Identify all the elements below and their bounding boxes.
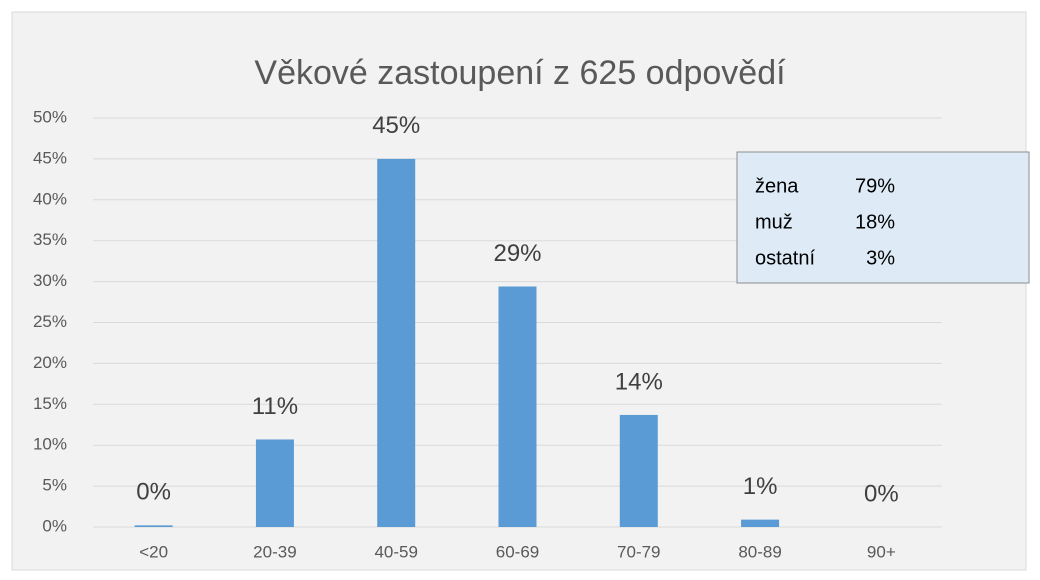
y-tick-label: 15% bbox=[33, 394, 67, 413]
value-label: 0% bbox=[136, 479, 171, 506]
bar bbox=[134, 525, 173, 527]
annotation-label: muž bbox=[755, 211, 793, 233]
chart-title: Věkové zastoupení z 625 odpovědí bbox=[254, 54, 786, 92]
x-tick-label: 40-59 bbox=[374, 542, 417, 561]
x-tick-label: 80-89 bbox=[738, 542, 781, 561]
bar bbox=[255, 439, 294, 527]
annotation-label: ostatní bbox=[755, 247, 815, 269]
y-tick-label: 30% bbox=[33, 271, 67, 290]
value-label: 1% bbox=[743, 473, 778, 500]
annotation-value: 79% bbox=[855, 175, 895, 197]
annotation-value: 18% bbox=[855, 211, 895, 233]
y-tick-label: 50% bbox=[33, 107, 67, 126]
annotation-label: žena bbox=[755, 175, 799, 197]
value-label: 11% bbox=[252, 393, 298, 420]
x-tick-label: 60-69 bbox=[496, 542, 539, 561]
bar bbox=[741, 519, 780, 527]
bar bbox=[377, 158, 416, 527]
x-tick-label: 70-79 bbox=[617, 542, 660, 561]
y-tick-label: 10% bbox=[33, 435, 67, 454]
y-tick-label: 5% bbox=[42, 476, 67, 495]
value-label: 14% bbox=[615, 368, 663, 395]
value-label: 45% bbox=[372, 112, 420, 139]
value-label: 0% bbox=[864, 480, 899, 507]
y-tick-label: 45% bbox=[33, 148, 67, 167]
x-tick-label: 20-39 bbox=[253, 542, 296, 561]
bar bbox=[498, 286, 537, 527]
x-tick-label: <20 bbox=[139, 542, 168, 561]
y-tick-label: 25% bbox=[33, 312, 67, 331]
y-tick-label: 20% bbox=[33, 353, 67, 372]
x-tick-label: 90+ bbox=[867, 542, 896, 561]
bar bbox=[619, 414, 658, 527]
annotation-box bbox=[736, 151, 1030, 284]
y-tick-label: 35% bbox=[33, 230, 67, 249]
value-label: 29% bbox=[493, 240, 541, 267]
y-tick-label: 0% bbox=[42, 516, 67, 535]
annotation-value: 3% bbox=[866, 247, 895, 269]
y-tick-label: 40% bbox=[33, 189, 67, 208]
